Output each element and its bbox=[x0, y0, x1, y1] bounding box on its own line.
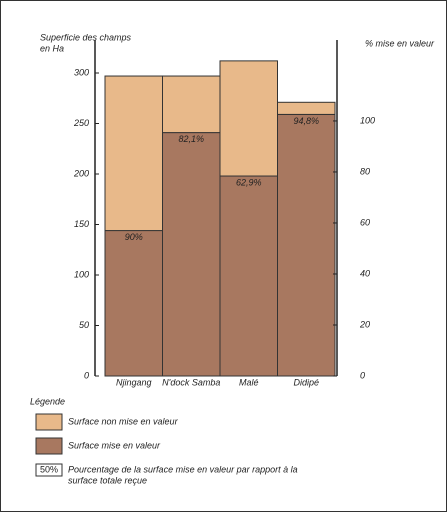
bar-segment bbox=[277, 113, 336, 377]
x-tick-label: N'dock Samba bbox=[162, 377, 220, 387]
legend-swatch bbox=[35, 437, 63, 455]
y-tick-label: 0 bbox=[84, 370, 89, 380]
y-tick-label: 300 bbox=[74, 67, 89, 77]
legend-label: Surface mise en valeur bbox=[68, 440, 161, 450]
bar-segment bbox=[219, 60, 278, 177]
x-tick-label: Didipé bbox=[293, 377, 319, 387]
percent-label: 62,9% bbox=[236, 177, 262, 187]
y2-tick-label: 100 bbox=[360, 115, 375, 125]
y-tick-label: 50 bbox=[79, 320, 89, 330]
percent-label: 94,8% bbox=[293, 116, 319, 126]
y2-tick-label: 0 bbox=[360, 370, 365, 380]
y-tick-label: 100 bbox=[74, 269, 89, 279]
legend-note-text: surface totale reçue bbox=[68, 475, 147, 485]
percent-label: 90% bbox=[125, 232, 143, 242]
y-tick-label: 250 bbox=[73, 118, 89, 128]
bar-segment bbox=[104, 230, 163, 377]
legend-note-box bbox=[35, 463, 63, 477]
y-axis-title: en Ha bbox=[40, 43, 64, 53]
bar-segment bbox=[104, 75, 163, 232]
legend-note-sample: 50% bbox=[40, 464, 58, 474]
bar-segment bbox=[219, 175, 278, 377]
legend-title: Légende bbox=[30, 396, 65, 406]
y2-tick-label: 40 bbox=[360, 268, 370, 278]
percent-label: 82,1% bbox=[178, 134, 204, 144]
y2-axis-title: % mise en valeur bbox=[365, 38, 435, 48]
legend-note-text: Pourcentage de la surface mise en valeur… bbox=[68, 464, 298, 474]
bar-segment bbox=[162, 75, 221, 134]
x-tick-label: Njingang bbox=[116, 377, 152, 387]
y-tick-label: 150 bbox=[74, 219, 89, 229]
y2-tick-label: 60 bbox=[360, 217, 370, 227]
legend-swatch bbox=[35, 413, 63, 431]
y-tick-label: 200 bbox=[73, 168, 89, 178]
bar-segment bbox=[277, 101, 336, 115]
legend-label: Surface non mise en valeur bbox=[68, 416, 179, 426]
y2-tick-label: 80 bbox=[360, 166, 370, 176]
y2-tick-label: 20 bbox=[359, 319, 370, 329]
y-axis-title: Superficie des champs bbox=[40, 32, 132, 42]
bar-segment bbox=[162, 132, 221, 377]
x-tick-label: Malé bbox=[239, 377, 259, 387]
